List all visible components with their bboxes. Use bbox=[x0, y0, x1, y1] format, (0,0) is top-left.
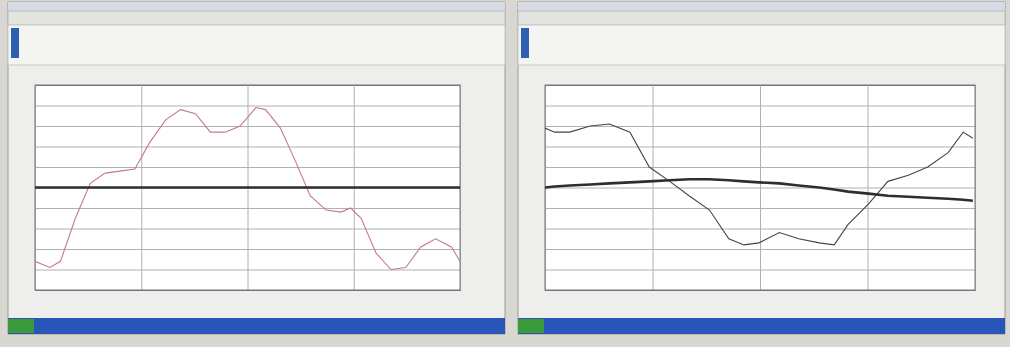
plot-frame bbox=[545, 85, 975, 290]
plot-frame bbox=[35, 85, 460, 290]
window-frame bbox=[518, 2, 1005, 334]
app-window bbox=[518, 2, 1005, 334]
series-line bbox=[35, 108, 460, 270]
y-axis-line bbox=[36, 86, 461, 291]
start-button[interactable] bbox=[518, 319, 544, 333]
x-tick bbox=[868, 85, 869, 290]
background bbox=[0, 0, 1010, 347]
series-group bbox=[35, 108, 460, 270]
series-selector[interactable] bbox=[11, 28, 19, 58]
series-selector[interactable] bbox=[521, 28, 529, 58]
x-axis bbox=[546, 85, 976, 291]
app-window bbox=[8, 2, 505, 334]
series-line bbox=[545, 124, 973, 245]
taskbar bbox=[8, 318, 505, 334]
x-grid-line bbox=[868, 85, 869, 290]
taskbar bbox=[518, 318, 1005, 334]
title-bar bbox=[518, 2, 1005, 11]
window-frame bbox=[8, 2, 505, 334]
series-group bbox=[545, 124, 973, 245]
y-axis bbox=[545, 86, 975, 291]
y-grid-line bbox=[35, 188, 460, 189]
x-axis-line bbox=[546, 85, 976, 291]
x-grid-line bbox=[653, 85, 654, 290]
toolbar[interactable] bbox=[8, 11, 505, 25]
toolbar[interactable] bbox=[518, 11, 1005, 25]
x-axis bbox=[36, 85, 461, 291]
y-axis-line bbox=[546, 86, 976, 291]
x-grid-line bbox=[760, 85, 761, 290]
plot-area bbox=[545, 85, 975, 290]
x-axis-line bbox=[36, 85, 461, 291]
plot-area bbox=[35, 85, 460, 290]
title-bar bbox=[8, 2, 505, 11]
series-header bbox=[8, 25, 505, 65]
series-line bbox=[545, 179, 973, 201]
series-header bbox=[518, 25, 1005, 65]
series-line bbox=[35, 186, 460, 189]
start-button[interactable] bbox=[8, 319, 34, 333]
x-tick bbox=[760, 85, 761, 290]
y-tick bbox=[35, 188, 460, 189]
screen-photo bbox=[0, 0, 1010, 347]
y-axis bbox=[35, 86, 460, 291]
x-tick bbox=[653, 85, 654, 290]
